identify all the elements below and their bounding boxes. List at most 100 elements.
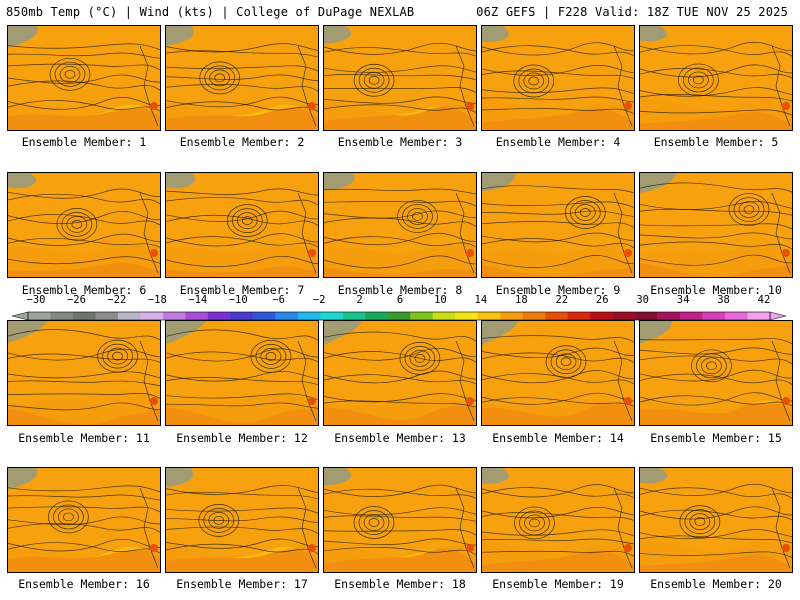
colorbar-swatch	[500, 312, 523, 320]
colorbar-tick-label: −14	[188, 294, 208, 306]
colorbar-swatch	[365, 312, 389, 320]
colorbar-swatch	[207, 312, 231, 320]
ensemble-member-label: Ensemble Member: 5	[653, 135, 779, 149]
colorbar-tick-label: −22	[107, 294, 127, 306]
colorbar-right-arrow	[769, 311, 787, 321]
ensemble-member-label: Ensemble Member: 3	[337, 135, 463, 149]
ensemble-map-panel	[639, 25, 793, 131]
colorbar-swatch	[230, 312, 254, 320]
ensemble-map-image	[640, 468, 792, 572]
ensemble-map-panel	[323, 320, 477, 426]
ensemble-map-image	[324, 321, 476, 425]
colorbar-left-arrow	[11, 311, 29, 321]
ensemble-map-image	[8, 468, 160, 572]
colorbar-swatch	[635, 312, 658, 320]
colorbar-swatch	[567, 312, 591, 320]
colorbar-tick-label: −30	[26, 294, 46, 306]
ensemble-member-label: Ensemble Member: 6	[21, 283, 147, 297]
colorbar-swatch	[455, 312, 478, 320]
colorbar-tick-label: 34	[676, 294, 690, 306]
ensemble-map-image	[482, 468, 634, 572]
ensemble-member-label: Ensemble Member: 15	[650, 431, 782, 445]
colorbar-swatch	[275, 312, 299, 320]
ensemble-map-panel	[7, 320, 161, 426]
ensemble-map-image	[8, 26, 160, 130]
ensemble-map-image	[166, 26, 318, 130]
colorbar-swatch	[252, 312, 276, 320]
ensemble-map-image	[324, 468, 476, 572]
temperature-colorbar	[11, 311, 787, 321]
colorbar-tick-label: −6	[272, 294, 285, 306]
ensemble-map-panel	[481, 467, 635, 573]
colorbar-tick-label: −26	[66, 294, 86, 306]
ensemble-member-label: Ensemble Member: 20	[650, 577, 782, 591]
colorbar-tick-label: 42	[757, 294, 771, 306]
ensemble-map-panel	[7, 25, 161, 131]
ensemble-member-label: Ensemble Member: 16	[18, 577, 150, 591]
colorbar-tick-label: 10	[434, 294, 447, 306]
ensemble-map-panel	[481, 172, 635, 278]
ensemble-map-panel	[165, 467, 319, 573]
colorbar-tick-label: 2	[356, 294, 363, 306]
colorbar-swatch	[410, 312, 434, 320]
colorbar-swatch	[432, 312, 456, 320]
colorbar-swatch	[297, 312, 321, 320]
colorbar-swatch	[545, 312, 568, 320]
colorbar-swatch	[50, 312, 74, 320]
colorbar-tick-label: 18	[515, 294, 528, 306]
colorbar-swatch	[28, 312, 51, 320]
ensemble-member-label: Ensemble Member: 9	[495, 283, 621, 297]
colorbar-swatch	[342, 312, 366, 320]
colorbar-tick-label: 6	[396, 294, 404, 306]
ensemble-member-label: Ensemble Member: 7	[179, 283, 305, 297]
ensemble-map-panel	[639, 320, 793, 426]
ensemble-member-label: Ensemble Member: 17	[176, 577, 308, 591]
colorbar-swatch	[95, 312, 119, 320]
colorbar-tick-label: 30	[636, 294, 649, 306]
colorbar-swatch	[747, 312, 771, 320]
colorbar-swatch	[162, 312, 186, 320]
colorbar-tick-label: 22	[555, 294, 569, 306]
ensemble-map-image	[166, 321, 318, 425]
ensemble-member-label: Ensemble Member: 19	[492, 577, 624, 591]
ensemble-map-image	[640, 26, 792, 130]
ensemble-member-label: Ensemble Member: 1	[21, 135, 147, 149]
colorbar-swatch	[702, 312, 726, 320]
colorbar-tick-label: −10	[228, 294, 248, 306]
ensemble-member-label: Ensemble Member: 14	[492, 431, 624, 445]
colorbar-tick-label: 38	[717, 294, 730, 306]
ensemble-map-image	[324, 173, 476, 277]
colorbar-swatch	[185, 312, 209, 320]
colorbar-swatch	[680, 312, 703, 320]
ensemble-member-label: Ensemble Member: 18	[334, 577, 466, 591]
ensemble-map-image	[8, 321, 160, 425]
colorbar-swatch	[387, 312, 411, 320]
ensemble-map-panel	[7, 172, 161, 278]
header-valid-time: 06Z GEFS | F228 Valid: 18Z TUE NOV 25 20…	[476, 5, 788, 19]
ensemble-map-image	[166, 173, 318, 277]
ensemble-map-panel	[165, 172, 319, 278]
colorbar-tick-label: −2	[312, 294, 326, 306]
ensemble-map-panel	[323, 467, 477, 573]
colorbar-tick-label: 14	[474, 294, 488, 306]
colorbar-swatch	[72, 312, 96, 320]
ensemble-member-label: Ensemble Member: 11	[18, 431, 150, 445]
colorbar-swatch	[320, 312, 344, 320]
colorbar-swatch	[590, 312, 613, 320]
ensemble-map-image	[166, 468, 318, 572]
colorbar-swatch	[140, 312, 164, 320]
colorbar-swatch	[117, 312, 141, 320]
colorbar-tick-label: 26	[595, 294, 609, 306]
ensemble-map-image	[640, 321, 792, 425]
ensemble-map-image	[482, 321, 634, 425]
colorbar-swatch	[477, 312, 501, 320]
ensemble-map-panel	[165, 25, 319, 131]
colorbar-swatch	[657, 312, 681, 320]
colorbar-swatch	[612, 312, 636, 320]
colorbar-swatch	[725, 312, 748, 320]
ensemble-member-label: Ensemble Member: 2	[179, 135, 305, 149]
ensemble-map-panel	[639, 172, 793, 278]
header-title: 850mb Temp (°C) | Wind (kts) | College o…	[6, 5, 415, 19]
colorbar-swatch	[522, 312, 546, 320]
ensemble-map-panel	[481, 320, 635, 426]
